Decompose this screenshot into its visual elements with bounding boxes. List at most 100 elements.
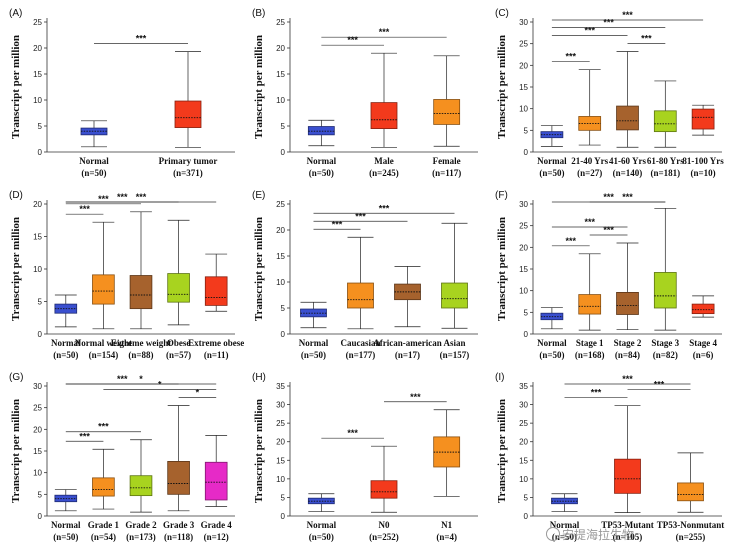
significance-label: *** bbox=[622, 374, 633, 384]
box bbox=[578, 294, 602, 315]
category-label: Primary tumor bbox=[159, 156, 218, 166]
category-label: TP53-Mutant bbox=[601, 520, 654, 530]
y-axis-label: Transcript per million bbox=[496, 399, 508, 503]
category-n-label: (n=50) bbox=[309, 168, 334, 178]
significance-label: *** bbox=[136, 34, 147, 44]
panel-a: (A) Transcript per million 0 5 10 15 20 25 Norma… bbox=[9, 8, 235, 178]
significance-label: *** bbox=[98, 194, 109, 204]
significance-label: *** bbox=[603, 192, 614, 202]
panel-e: (E) Transcript per million 0 5 10 15 20 25 Norma… bbox=[252, 190, 478, 360]
category-n-label: (n=255) bbox=[676, 532, 706, 542]
significance-label: * bbox=[196, 388, 200, 398]
category-n-label: (n=17) bbox=[395, 350, 420, 360]
y-tick-label: 15 bbox=[519, 456, 528, 465]
category-label: Normal weight bbox=[75, 338, 132, 348]
y-tick-label: 15 bbox=[276, 70, 285, 79]
significance-label: *** bbox=[622, 10, 633, 20]
category-n-label: (n=57) bbox=[166, 350, 191, 360]
category-n-label: (n=12) bbox=[204, 532, 229, 542]
y-axis-label: Transcript per million bbox=[253, 399, 265, 503]
category-label: N0 bbox=[379, 520, 390, 530]
category-n-label: (n=82) bbox=[653, 350, 678, 360]
category-label: 81-100 Yrs bbox=[682, 156, 724, 166]
panel-f: (F) Transcript per million 0 5 10 15 20 25 30 Nor… bbox=[495, 190, 722, 360]
category-n-label: (n=50) bbox=[53, 532, 78, 542]
panel-label: (E) bbox=[252, 190, 265, 201]
y-axis-label: Transcript per million bbox=[10, 217, 22, 321]
panel-label: (I) bbox=[495, 372, 504, 383]
category-label: Stage 3 bbox=[651, 338, 679, 348]
y-tick-label: 20 bbox=[519, 61, 528, 70]
y-tick-label: 0 bbox=[38, 512, 43, 521]
y-tick-label: 10 bbox=[33, 96, 42, 105]
y-tick-label: 25 bbox=[33, 18, 42, 27]
category-label: Normal bbox=[537, 156, 567, 166]
category-label: Normal bbox=[307, 156, 337, 166]
category-n-label: (n=10) bbox=[691, 168, 716, 178]
category-n-label: (n=181) bbox=[650, 168, 680, 178]
y-tick-label: 10 bbox=[276, 96, 285, 105]
category-label: N1 bbox=[441, 520, 452, 530]
y-tick-label: 30 bbox=[519, 18, 528, 27]
significance-label: *** bbox=[79, 204, 90, 214]
box bbox=[167, 461, 190, 495]
y-tick-label: 0 bbox=[281, 148, 286, 157]
y-tick-label: 30 bbox=[519, 200, 528, 209]
category-n-label: (n=54) bbox=[91, 532, 116, 542]
category-label: Normal bbox=[51, 520, 81, 530]
y-tick-label: 5 bbox=[524, 308, 529, 317]
y-tick-label: 10 bbox=[276, 475, 285, 484]
y-tick-label: 20 bbox=[519, 243, 528, 252]
box bbox=[433, 99, 461, 125]
category-n-label: (n=140) bbox=[613, 168, 643, 178]
category-n-label: (n=154) bbox=[89, 350, 119, 360]
box bbox=[129, 275, 153, 310]
y-tick-label: 5 bbox=[524, 126, 529, 135]
category-label: Normal bbox=[51, 338, 81, 348]
category-label: Stage 1 bbox=[576, 338, 604, 348]
category-n-label: (n=50) bbox=[309, 532, 334, 542]
box bbox=[653, 110, 677, 133]
category-label: 61-80 Yrs bbox=[647, 156, 684, 166]
significance-label: *** bbox=[332, 219, 343, 229]
y-tick-label: 25 bbox=[519, 419, 528, 428]
panel-label: (C) bbox=[495, 8, 509, 19]
category-n-label: (n=173) bbox=[126, 532, 156, 542]
y-tick-label: 5 bbox=[281, 122, 286, 131]
significance-label: *** bbox=[566, 236, 577, 246]
y-tick-label: 5 bbox=[281, 304, 286, 313]
panel-label: (D) bbox=[9, 190, 23, 201]
significance-label: *** bbox=[379, 203, 390, 213]
category-label: Grade 4 bbox=[201, 520, 233, 530]
y-tick-label: 0 bbox=[38, 330, 43, 339]
y-tick-label: 15 bbox=[33, 70, 42, 79]
y-tick-label: 5 bbox=[281, 493, 286, 502]
y-tick-label: 15 bbox=[33, 233, 42, 242]
y-tick-label: 15 bbox=[519, 265, 528, 274]
significance-label: *** bbox=[79, 431, 90, 441]
y-tick-label: 5 bbox=[38, 490, 43, 499]
y-tick-label: 0 bbox=[281, 512, 286, 521]
box bbox=[92, 477, 115, 497]
significance-label: *** bbox=[379, 27, 390, 37]
y-tick-label: 0 bbox=[524, 148, 529, 157]
category-n-label: (n=27) bbox=[577, 168, 602, 178]
y-tick-label: 20 bbox=[276, 226, 285, 235]
category-label: Normal bbox=[299, 338, 329, 348]
y-tick-label: 10 bbox=[519, 287, 528, 296]
box bbox=[204, 461, 228, 501]
y-axis-label: Transcript per million bbox=[10, 35, 22, 139]
category-label: 21-40 Yrs bbox=[571, 156, 608, 166]
significance-label: *** bbox=[584, 217, 595, 227]
category-label: Stage 4 bbox=[689, 338, 717, 348]
box bbox=[691, 303, 715, 315]
box bbox=[677, 482, 704, 502]
category-label: TP53-Nonmutant bbox=[657, 520, 725, 530]
category-n-label: (n=50) bbox=[539, 350, 564, 360]
panel-label: (A) bbox=[9, 8, 22, 19]
category-n-label: (n=50) bbox=[81, 168, 106, 178]
category-label: Extreme weight bbox=[111, 338, 172, 348]
significance-label: * bbox=[139, 374, 143, 384]
box bbox=[370, 102, 398, 129]
panel-label: (G) bbox=[9, 372, 23, 383]
